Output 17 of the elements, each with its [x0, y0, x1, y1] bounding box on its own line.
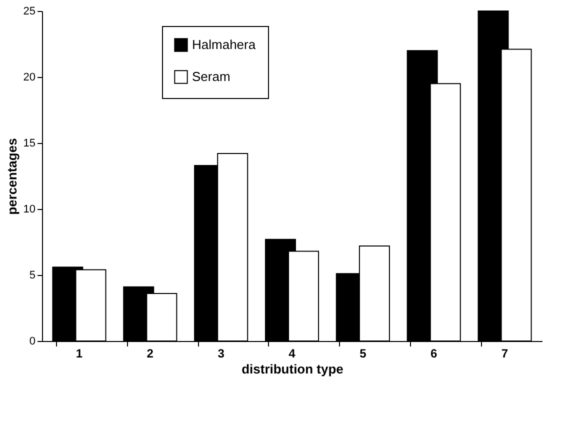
y-tick-label: 5	[29, 270, 36, 282]
y-tick-label: 20	[23, 72, 36, 84]
y-axis-title: percentages	[4, 138, 20, 215]
x-tick-label: 2	[146, 346, 154, 360]
legend-label: Seram	[192, 69, 230, 84]
x-tick-label: 1	[76, 346, 83, 360]
y-tick-label: 10	[23, 204, 36, 216]
x-tick-label: 7	[501, 346, 508, 360]
x-tick-label: 5	[360, 346, 367, 360]
y-tick-label: 15	[23, 138, 36, 150]
x-tick-label: 4	[288, 346, 296, 360]
legend-label: Halmahera	[192, 37, 256, 52]
x-axis-title: distribution type	[242, 362, 344, 376]
x-tick-label: 3	[218, 346, 225, 360]
x-tick-label: 6	[430, 346, 438, 360]
y-tick-label: 0	[29, 336, 36, 348]
y-tick-label: 25	[23, 6, 36, 18]
